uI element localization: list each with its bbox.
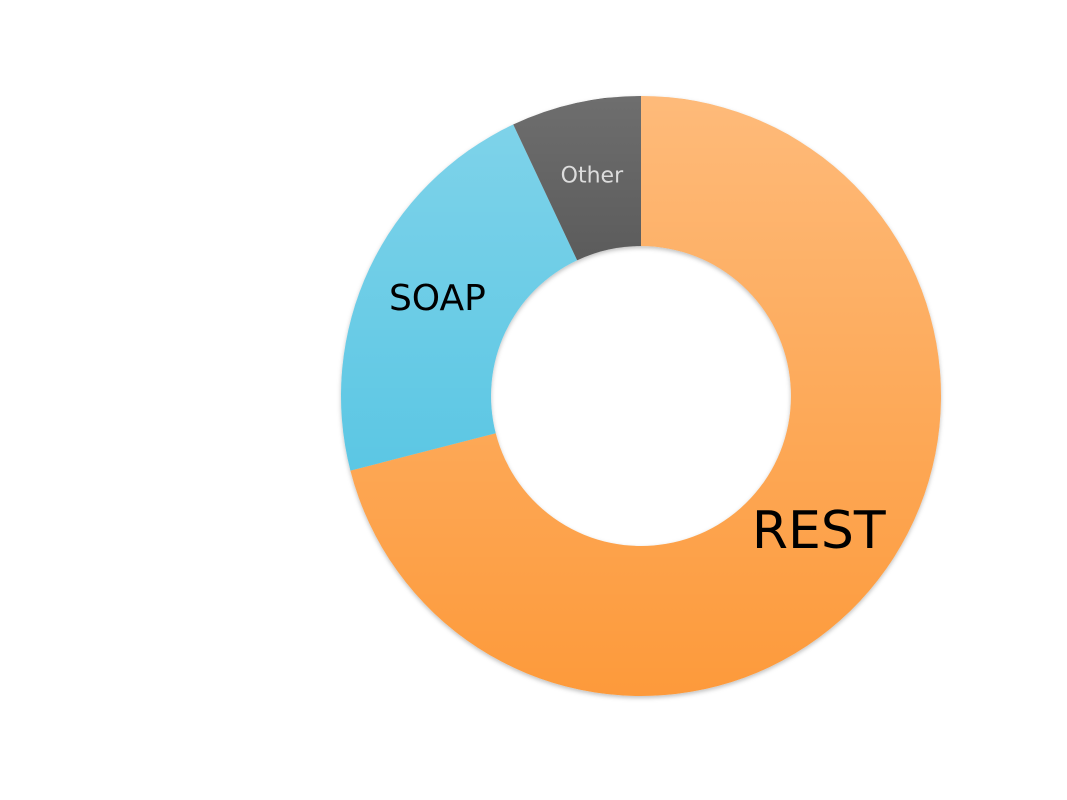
slice-label: REST — [752, 501, 886, 561]
slice-label: Other — [561, 163, 624, 188]
slice-label: SOAP — [389, 278, 486, 319]
sheen — [340, 96, 941, 697]
labels: REST SOAP Other — [389, 163, 886, 560]
